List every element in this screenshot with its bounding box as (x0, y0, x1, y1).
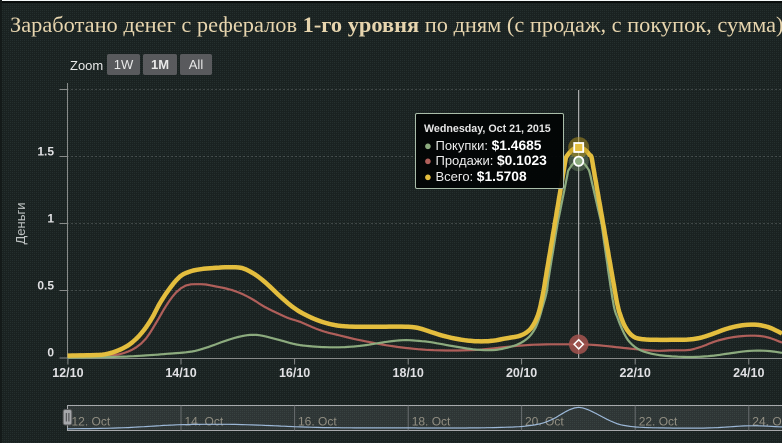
svg-text:14. Oct: 14. Oct (185, 415, 224, 429)
svg-text:16. Oct: 16. Oct (298, 415, 337, 429)
svg-text:12/10: 12/10 (52, 366, 83, 380)
svg-text:18/10: 18/10 (393, 366, 424, 380)
svg-text:0: 0 (47, 346, 54, 360)
svg-text:1.5: 1.5 (37, 145, 54, 159)
svg-text:20. Oct: 20. Oct (525, 415, 564, 429)
svg-text:20/10: 20/10 (506, 366, 537, 380)
svg-text:Деньги: Деньги (13, 203, 28, 245)
svg-text:14/10: 14/10 (165, 366, 196, 380)
svg-text:24. Oct: 24. Oct (752, 415, 782, 429)
svg-text:22. Oct: 22. Oct (639, 415, 678, 429)
svg-text:1: 1 (47, 212, 54, 226)
svg-text:16/10: 16/10 (279, 366, 310, 380)
svg-text:24/10: 24/10 (733, 366, 764, 380)
svg-text:18. Oct: 18. Oct (412, 415, 451, 429)
svg-text:22/10: 22/10 (620, 366, 651, 380)
svg-text:12. Oct: 12. Oct (72, 415, 111, 429)
svg-text:0.5: 0.5 (37, 279, 54, 293)
